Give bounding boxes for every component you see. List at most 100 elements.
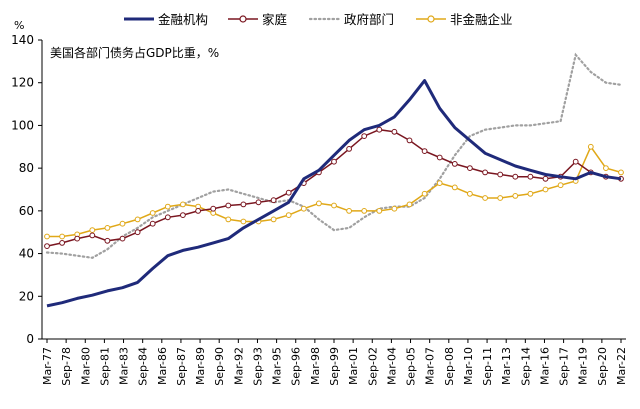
data-point xyxy=(391,205,398,212)
x-tick-label: Mar-77 xyxy=(41,347,54,385)
x-tick-label: Sep-14 xyxy=(519,347,532,386)
data-point xyxy=(527,190,534,197)
data-point xyxy=(346,146,353,152)
data-point xyxy=(59,233,65,240)
x-tick-label: Sep-90 xyxy=(213,347,226,386)
data-point xyxy=(436,180,443,187)
data-point xyxy=(240,201,247,208)
y-tick-label: 80 xyxy=(19,161,34,175)
data-point xyxy=(89,227,96,234)
x-tick-label: Mar-80 xyxy=(79,347,92,385)
data-point xyxy=(210,205,217,212)
data-point xyxy=(512,193,519,199)
x-tick-label: Sep-78 xyxy=(60,347,73,386)
legend-label: 家庭 xyxy=(262,12,288,27)
data-point xyxy=(164,203,171,210)
data-point xyxy=(104,237,111,244)
data-point xyxy=(497,195,504,201)
axes: 0 20 40 60 80 100 120 140 Mar-77 Sep-78 Mar-80 Sep-… xyxy=(11,33,628,386)
data-point xyxy=(527,173,534,180)
legend-item: 家庭 xyxy=(228,12,288,27)
series-line xyxy=(46,79,622,308)
data-point xyxy=(331,202,337,209)
x-tick-label: Mar-83 xyxy=(118,347,131,385)
x-tick-label: Mar-22 xyxy=(615,347,628,385)
y-unit-label: % xyxy=(14,19,24,32)
data-point xyxy=(482,195,489,201)
data-point xyxy=(361,133,368,140)
series-1 xyxy=(46,79,622,308)
data-point xyxy=(119,235,126,242)
data-point xyxy=(557,182,564,189)
x-tick-label: Mar-01 xyxy=(347,347,360,385)
data-point xyxy=(134,229,141,236)
x-tick-label: Sep-20 xyxy=(596,347,609,386)
data-point xyxy=(74,235,81,242)
data-point xyxy=(361,208,368,214)
data-point xyxy=(391,128,398,135)
legend-label: 非金融企业 xyxy=(450,12,513,27)
data-point xyxy=(44,243,50,250)
data-point xyxy=(406,137,413,144)
x-tick-label: Sep-02 xyxy=(366,347,379,386)
data-point xyxy=(331,158,337,165)
y-tick-label: 100 xyxy=(11,118,34,132)
data-point xyxy=(572,158,579,165)
legend-marker xyxy=(239,15,247,23)
data-point xyxy=(180,212,186,219)
data-point xyxy=(376,126,383,133)
x-tick-label: Sep-05 xyxy=(405,347,418,386)
x-tick-label: Mar-98 xyxy=(309,347,322,385)
y-tick-label: 140 xyxy=(11,33,34,47)
data-point xyxy=(180,201,186,208)
data-point xyxy=(421,148,428,155)
data-point xyxy=(134,216,141,223)
data-point xyxy=(149,220,156,227)
series-3 xyxy=(45,52,623,259)
data-point xyxy=(421,190,428,197)
x-tick-label: Sep-96 xyxy=(290,347,303,386)
data-point xyxy=(104,225,111,231)
data-point xyxy=(255,199,262,206)
x-tick-label: Mar-07 xyxy=(424,347,437,385)
data-point xyxy=(89,232,96,239)
data-point xyxy=(376,208,383,214)
x-tick-label: Mar-86 xyxy=(156,347,169,385)
x-tick-label: Sep-17 xyxy=(558,347,571,386)
data-point xyxy=(436,154,443,161)
x-tick-label: Mar-10 xyxy=(462,347,475,385)
x-tick-label: Sep-84 xyxy=(137,347,150,386)
x-tick-label: Sep-08 xyxy=(443,347,456,386)
legend-item: 非金融企业 xyxy=(416,12,513,27)
data-point xyxy=(225,216,232,223)
data-point xyxy=(618,169,624,176)
x-tick-label: Mar-16 xyxy=(538,347,551,385)
x-tick-label: Sep-93 xyxy=(251,347,264,386)
legend-label: 政府部门 xyxy=(344,12,394,27)
data-point xyxy=(451,161,458,167)
x-tick-label: Sep-99 xyxy=(328,347,341,386)
y-tick-label: 0 xyxy=(26,332,34,346)
data-point xyxy=(512,173,519,180)
x-tick-label: Mar-92 xyxy=(232,347,245,385)
x-tick-label: Sep-11 xyxy=(481,347,494,386)
data-point xyxy=(451,184,458,191)
data-point xyxy=(603,165,609,172)
y-tick-label: 120 xyxy=(11,76,34,90)
data-point xyxy=(44,233,50,240)
series-line xyxy=(46,128,622,247)
legend-label: 金融机构 xyxy=(158,12,208,27)
data-point xyxy=(225,202,232,209)
data-point xyxy=(300,205,307,212)
data-point xyxy=(497,171,504,178)
chart-title: 美国各部门债务占GDP比重，% xyxy=(50,45,219,60)
data-point xyxy=(270,216,277,223)
x-tick-label: Mar-89 xyxy=(194,347,207,385)
data-point xyxy=(285,212,292,219)
y-tick-label: 40 xyxy=(19,247,34,261)
data-point xyxy=(346,208,353,214)
data-point xyxy=(59,240,65,246)
x-tick-label: Sep-81 xyxy=(98,347,111,386)
